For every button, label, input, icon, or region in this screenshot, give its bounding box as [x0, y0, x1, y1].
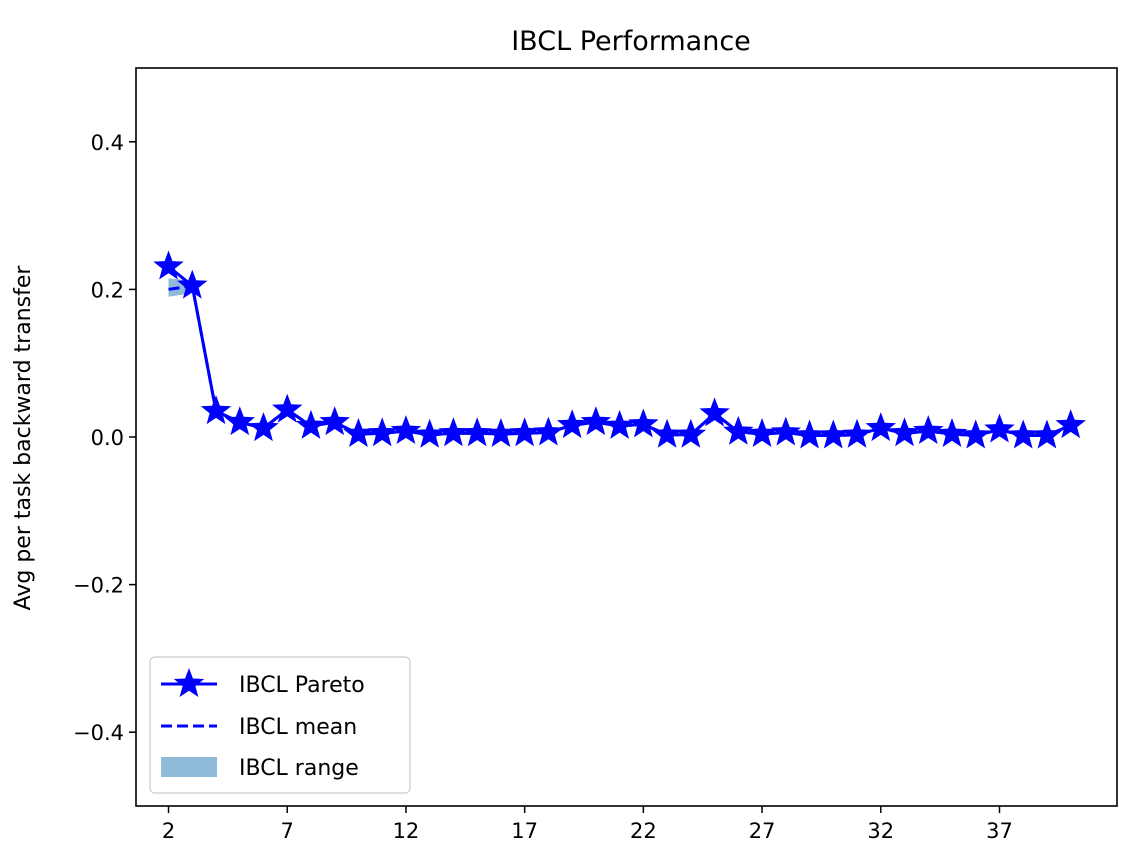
x-tick-label: 12 [393, 819, 420, 843]
pareto-point [628, 408, 659, 438]
y-tick-label: 0.4 [91, 131, 124, 155]
x-tick-label: 22 [630, 819, 657, 843]
pareto-point [461, 417, 493, 447]
pareto-point [248, 412, 279, 442]
plot-area [153, 250, 1086, 449]
pareto-point [366, 417, 398, 447]
y-tick-label: 0.2 [91, 278, 124, 302]
pareto-point [604, 409, 635, 439]
pareto-point [343, 418, 374, 447]
x-tick-label: 7 [281, 819, 294, 843]
pareto-point [746, 418, 778, 447]
pareto-point [1055, 409, 1086, 439]
y-tick-label: −0.2 [73, 574, 124, 598]
pareto-point [770, 416, 802, 446]
pareto-point [295, 409, 327, 439]
pareto-point [390, 415, 422, 445]
y-tick-label: −0.4 [73, 721, 124, 745]
pareto-point [818, 419, 849, 449]
pareto-point [675, 418, 707, 448]
marker-layer [153, 250, 1086, 449]
legend-pareto-star-marker [173, 668, 205, 697]
pareto-point [889, 417, 920, 447]
y-axis-label: Avg per task backward transfer [11, 265, 36, 611]
pareto-point [272, 393, 303, 423]
pareto-point [936, 418, 968, 447]
legend: IBCL Pareto IBCL mean IBCL range [149, 656, 411, 794]
pareto-point [699, 397, 730, 427]
x-tick-label: 27 [749, 819, 776, 843]
pareto-point [841, 418, 873, 448]
pareto-point [580, 406, 612, 436]
pareto-point [1008, 419, 1039, 449]
x-tick-label: 17 [511, 819, 538, 843]
pareto-point [960, 419, 991, 449]
pareto-point [1031, 419, 1063, 449]
pareto-point [153, 250, 184, 280]
pareto-point [794, 419, 825, 449]
pareto-point [556, 409, 588, 439]
legend-mean-label: IBCL mean [239, 715, 357, 740]
chart-title: IBCL Performance [511, 26, 751, 57]
pareto-point [865, 412, 896, 442]
x-axis: 2 7 12 17 22 27 32 37 [162, 806, 1013, 843]
pareto-point [533, 416, 564, 446]
pareto-point [485, 418, 517, 447]
pareto-point [723, 415, 754, 445]
pareto-point [319, 406, 350, 436]
y-axis: −0.4 −0.2 0.0 0.2 0.4 [73, 131, 136, 745]
y-tick-label: 0.0 [91, 426, 124, 450]
legend-range-label: IBCL range [239, 756, 359, 781]
x-tick-label: 2 [162, 819, 175, 843]
pareto-point [200, 395, 232, 425]
pareto-point [438, 417, 469, 447]
pareto-point [913, 415, 944, 445]
legend-pareto-label: IBCL Pareto [239, 673, 365, 698]
pareto-point [177, 269, 208, 299]
pareto-point [984, 413, 1015, 443]
x-tick-label: 32 [867, 819, 894, 843]
pareto-point [509, 417, 540, 447]
x-tick-label: 37 [986, 819, 1013, 843]
pareto-point [651, 418, 683, 448]
pareto-point [224, 406, 255, 436]
pareto-point [414, 418, 445, 448]
legend-range-swatch [161, 757, 217, 777]
